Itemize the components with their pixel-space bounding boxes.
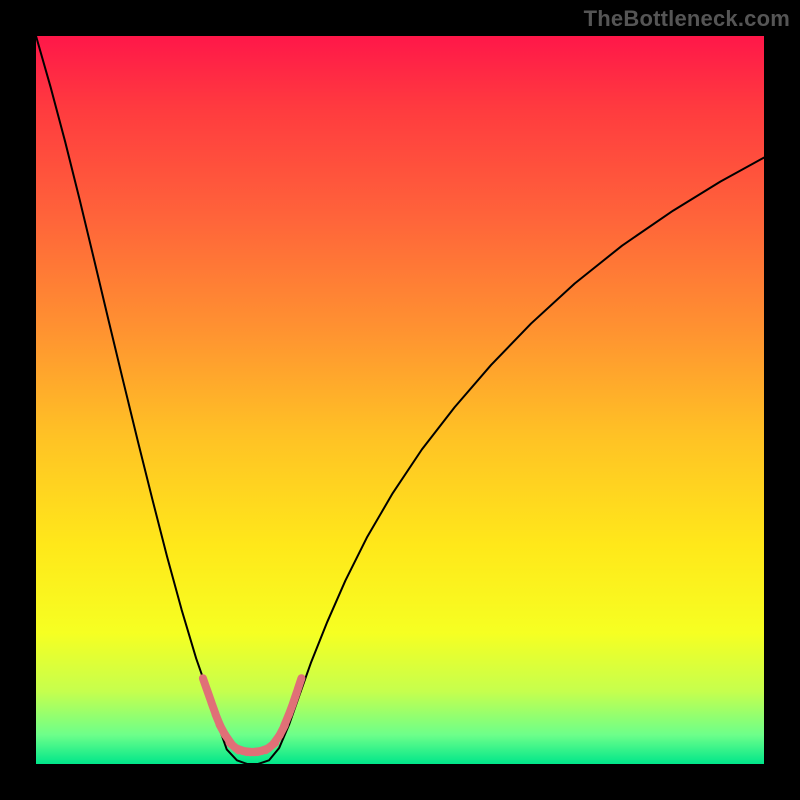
plot-area [36, 36, 764, 764]
highlight-markers [203, 678, 302, 752]
curve-layer [36, 36, 764, 764]
bottleneck-curve [36, 36, 764, 764]
watermark-text: TheBottleneck.com [584, 6, 790, 32]
highlight-marker [298, 678, 302, 689]
chart-container: TheBottleneck.com [0, 0, 800, 800]
